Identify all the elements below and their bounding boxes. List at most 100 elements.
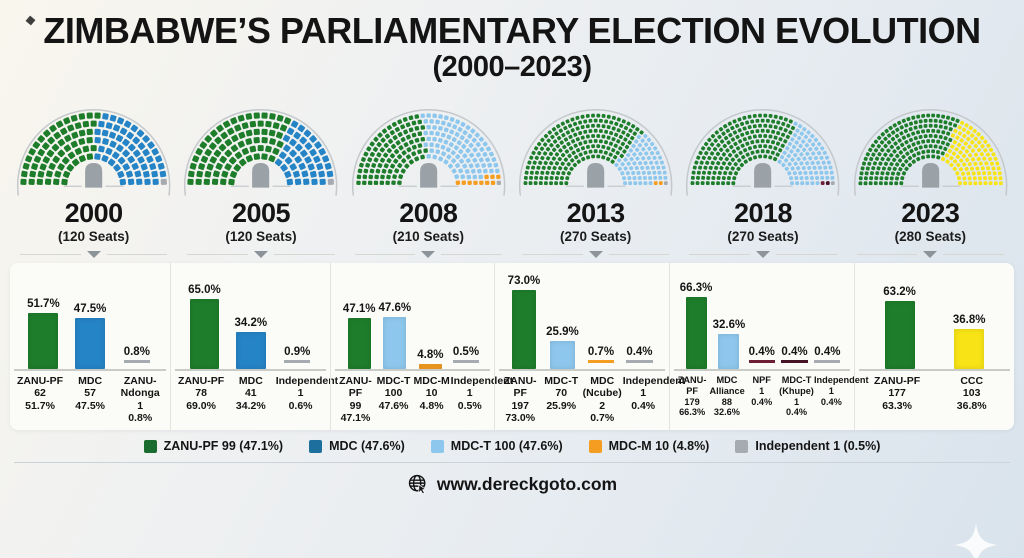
bar [383,317,407,369]
party-pct: 73.0% [505,412,536,424]
bar-column-Independent: 0.4% [620,346,658,369]
bar-plot: 66.3% 32.6% 0.4% 0.4% 0.4% [673,273,850,371]
party-footer: MDC 41 34.2% [226,375,276,412]
party-name: MDC (Ncube) [582,374,622,400]
bar [28,313,59,369]
bar-charts-strip: 51.7% 47.5% 0.8% ZANU-PF 62 51.7% MDC 57 47.5% ZA… [10,262,1014,431]
party-name: Independent [450,374,514,387]
bar-column-ZANU-Ndonga: 0.8% [113,346,160,369]
party-footer: Independent 1 0.4% [622,374,686,425]
pointer-row [354,251,502,259]
party-seats: 99 [349,399,362,412]
party-name: MDC-M [413,374,450,387]
speaker-podium [587,162,605,188]
year-label: 2008 [399,197,458,228]
bar-value-label: 65.0% [188,283,221,296]
legend-swatch [430,439,444,453]
legend-label: MDC-T 100 (47.6%) [450,439,563,454]
pointer-row [856,251,1004,259]
total-seats-label: (120 Seats) [58,228,130,244]
party-name: MDC [238,374,263,387]
infographic-title: ZIMBABWE’S PARLIAMENTARY ELECTION EVOLUT… [43,10,981,51]
bar-value-label: 34.2% [234,316,268,329]
bar-column-Independent: 0.4% [811,346,844,369]
party-pct: 32.6% [713,407,740,418]
election-column-2008: 2008 (210 Seats) [345,106,512,263]
bar-value-label: 0.4% [626,346,653,363]
pointer-row [187,251,335,259]
bar-value-label: 47.1% [342,302,376,315]
bar-value-label: 47.5% [73,302,107,315]
speaker-podium [252,162,270,188]
bar-labels: ZANU-PF 62 51.7% MDC 57 47.5% ZANU-Ndonga 1 0.8% [14,371,166,425]
bar-column-Independent: 0.5% [448,346,484,369]
bar-value-label: 0.9% [284,346,311,363]
party-seats: 78 [195,387,207,400]
chevron-down-icon [86,251,101,259]
party-name: CCC [960,374,984,387]
bar-value-label: 73.0% [507,275,541,288]
total-seats-label: (270 Seats) [560,228,632,244]
party-seats: 2 [599,399,606,412]
bar-labels: ZANU-PF 99 47.1% MDC-T 100 47.6% MDC-M 10 4.8% In… [335,371,514,425]
bar-value-label: 66.3% [679,282,713,295]
parliament-diagram-2023 [853,108,1008,196]
party-name: Independent [622,374,686,387]
legend-swatch [735,439,749,453]
legend-swatch [588,439,602,453]
bar-value-label: 25.9% [546,325,579,338]
party-footer: MDC 57 47.5% [65,375,115,425]
party-footer: ZANU-PF 78 69.0% [176,375,226,412]
party-pct: 25.9% [546,399,577,412]
party-pct: 47.1% [340,412,371,424]
bar-column-ZANU-PF: 65.0% [181,284,227,369]
party-name: MDC-T [544,374,579,387]
party-footer: ZANU-PF 179 66.3% [675,375,710,418]
bar-column-ZANU-PF: 51.7% [20,298,67,369]
bar-panel-2018: 66.3% 32.6% 0.4% 0.4% 0.4% ZANU-PF 179 66.3% MDC… [668,262,869,431]
party-footer: MDC Alliance 88 32.6% [710,375,745,418]
bar-panel-2023: 63.2% 36.8% ZANU-PF 177 63.3% CCC 103 36.8% [853,262,1014,431]
total-seats-label: (120 Seats) [225,228,297,244]
total-seats-label: (270 Seats) [727,228,799,244]
parliament-diagram-2008 [351,108,506,196]
party-footer: ZANU-PF 177 63.3% [860,375,935,412]
bar-column-MDC: 34.2% [228,317,274,369]
party-seats: 57 [84,387,96,400]
party-pct: 0.6% [288,399,313,412]
party-pct: 47.5% [75,399,105,412]
bar-value-label: 4.8% [417,348,444,361]
parliament-diagram-2018 [686,108,840,196]
speaker-podium [85,162,103,188]
party-seats: 1 [828,385,834,396]
infographic-subtitle: (2000–2023) [432,50,592,83]
party-name: ZANU-PF [503,374,537,400]
year-label: 2023 [901,197,960,228]
bar-plot: 63.2% 36.8% [858,273,1010,371]
chevron-down-icon [923,251,938,259]
legend-label: Independent 1 (0.5%) [755,439,881,454]
pointer-row [20,251,168,259]
bar-value-label: 0.4% [748,346,775,363]
pointer-row [689,251,837,259]
election-column-2013: 2013 (270 Seats) [512,106,679,263]
bar-column-ZANU-PF: 73.0% [505,275,543,369]
party-seats: 62 [34,387,46,400]
party-footer: Independent 1 0.4% [814,375,869,418]
globe-icon [408,475,427,495]
legend: ZANU-PF 99 (47.1%) MDC (47.6%) MDC-T 100 (… [14,439,1010,464]
bar-value-label: 0.4% [814,346,841,363]
year-label: 2000 [64,197,124,228]
bar-column-MDC: 47.5% [67,303,114,369]
party-pct: 63.3% [882,399,912,412]
bar-value-label: 47.6% [378,302,412,315]
bar [718,333,740,369]
website-footer: www.dereckgoto.com [0,473,1024,495]
party-pct: 0.4% [820,396,842,407]
bar-value-label: 51.7% [27,298,60,311]
legend-swatch [143,439,157,453]
parliament-diagram-2000 [16,108,171,196]
chevron-down-icon [421,251,436,259]
party-pct: 0.4% [786,407,807,418]
party-footer: NPF 1 0.4% [744,375,779,418]
